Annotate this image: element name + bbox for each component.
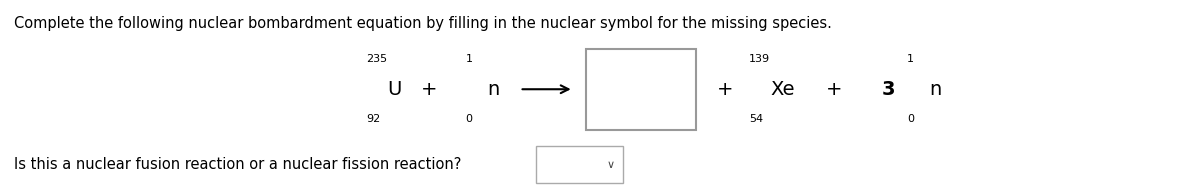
Text: 3: 3 xyxy=(882,80,895,99)
Text: 54: 54 xyxy=(749,114,763,125)
Text: n: n xyxy=(929,80,941,99)
Text: +: + xyxy=(716,80,733,99)
Text: 0: 0 xyxy=(466,114,473,125)
Text: 92: 92 xyxy=(366,114,380,125)
Text: 1: 1 xyxy=(907,54,914,64)
Bar xyxy=(586,48,696,130)
Text: U: U xyxy=(388,80,402,99)
Text: +: + xyxy=(826,80,842,99)
Text: 1: 1 xyxy=(466,54,473,64)
Text: ∨: ∨ xyxy=(606,160,614,170)
Text: Xe: Xe xyxy=(770,80,794,99)
Text: Is this a nuclear fusion reaction or a nuclear fission reaction?: Is this a nuclear fusion reaction or a n… xyxy=(14,157,462,172)
Text: +: + xyxy=(421,80,438,99)
Text: 235: 235 xyxy=(366,54,388,64)
Bar xyxy=(536,146,623,183)
Text: 139: 139 xyxy=(749,54,770,64)
Text: 0: 0 xyxy=(907,114,914,125)
Text: Complete the following nuclear bombardment equation by filling in the nuclear sy: Complete the following nuclear bombardme… xyxy=(14,16,833,30)
Text: n: n xyxy=(487,80,499,99)
